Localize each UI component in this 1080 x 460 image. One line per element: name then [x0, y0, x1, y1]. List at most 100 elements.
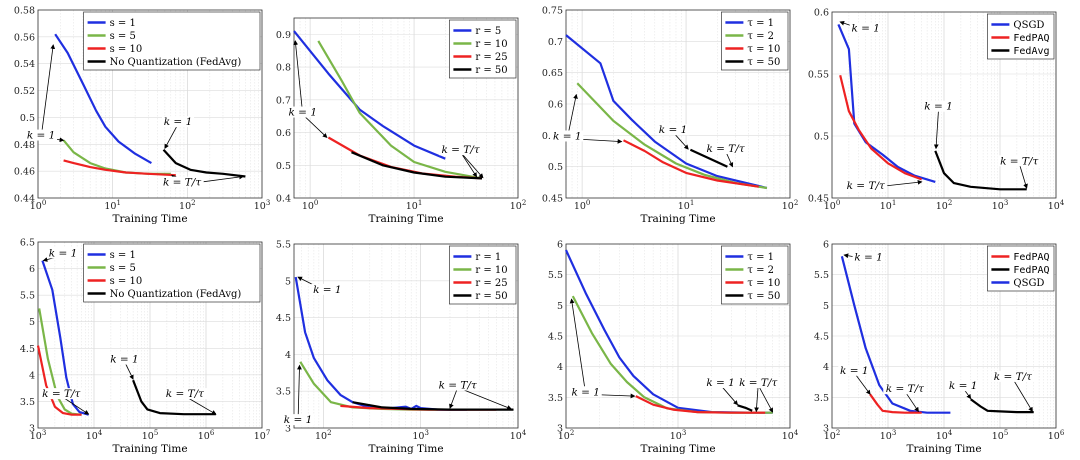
annotation-bg [922, 100, 955, 112]
annotation-bg [47, 247, 80, 259]
plot-frame [37, 9, 263, 199]
legend-label: s = 1 [110, 250, 136, 261]
annotation-label: k = 1 [288, 107, 317, 119]
annotation-bg [39, 388, 83, 400]
x-tick-label: 102 [179, 199, 196, 212]
legend: τ = 1 τ = 2 τ = 10 τ = 50 [721, 245, 789, 305]
x-tick-label: 105 [992, 429, 1009, 442]
annotation-label: k = 1 [553, 130, 582, 142]
annotation-label: k = T/τ [42, 388, 80, 400]
annotation-bg [282, 414, 315, 426]
y-tick-label: 4.5 [814, 332, 829, 343]
annotation-arrow [754, 385, 759, 413]
annotation-bg [311, 283, 344, 295]
y-tick-label: 0.7 [548, 37, 563, 48]
y-tick-label: 3.5 [548, 393, 563, 404]
series-line [36, 345, 82, 416]
plot-frame [565, 9, 791, 199]
panel-p4: 0.45 0.5 0.55 0.6 100 101 102 103 104 k = 1 k = 1 k… [808, 8, 1065, 213]
x-tick-label: 101 [406, 199, 423, 212]
x-tick-label: 103 [670, 429, 687, 442]
annotation-arrow [293, 40, 304, 115]
y-tick-label: 5.5 [20, 291, 35, 302]
x-tick-label: 106 [1048, 429, 1065, 442]
plot-frame [37, 241, 263, 429]
legend-label: τ = 2 [747, 31, 774, 42]
plot-frame [565, 243, 791, 429]
annotation-label: k = T/τ [739, 377, 777, 389]
legend: QSGD FedPAQ FedAvg [987, 13, 1055, 60]
annotation-bg [163, 388, 207, 400]
y-tick-label: 5 [29, 317, 35, 328]
annotation-bg [736, 377, 780, 389]
annotation-bg [108, 353, 141, 365]
series-line [132, 379, 216, 416]
y-tick-label: 5 [823, 301, 829, 312]
annotation-arrow [297, 364, 302, 423]
legend-label: s = 5 [110, 263, 136, 274]
x-tick-label: 103 [880, 429, 897, 442]
x-tick-label: 106 [198, 429, 215, 442]
y-tick-label: 0.44 [14, 194, 35, 205]
annotation-bg [25, 129, 58, 141]
series-line [623, 139, 759, 188]
legend: τ = 1 τ = 2 τ = 10 τ = 50 [721, 11, 789, 71]
x-tick-label: 102 [510, 199, 527, 212]
x-tick-label: 102 [558, 429, 575, 442]
series-line [635, 395, 766, 414]
annotation-bg [704, 377, 737, 389]
annotation-label: k = 1 [313, 284, 342, 296]
annotation-label: k = T/τ [886, 383, 924, 395]
x-tick-label: 104 [936, 429, 953, 442]
annotation-arrow [457, 387, 512, 410]
y-tick-label: 5 [557, 301, 563, 312]
legend-label: τ = 2 [747, 265, 774, 276]
legend: r = 1 r = 10 r = 25 r = 50 [449, 245, 517, 305]
annotation-arrow [302, 114, 328, 139]
y-tick-label: 5.5 [276, 240, 291, 251]
legend-box [83, 243, 261, 303]
annotation-label: k = 1 [851, 23, 880, 35]
panel-p6: 3 3.5 4 4.5 5 5.5 102 103 104 k = 1 k = 1 k = T/τ r … [276, 240, 527, 456]
series-line [54, 33, 152, 165]
legend-label: τ = 10 [747, 278, 780, 289]
panel-p1: 0.44 0.46 0.48 0.5 0.52 0.54 0.56 0.58 100 101 102… [14, 6, 270, 226]
y-tick-label: 0.4 [276, 194, 291, 205]
annotation-label: k = 1 [571, 386, 600, 398]
x-axis-label: Training Time [368, 443, 443, 455]
annotation-label: k = 1 [706, 377, 735, 389]
y-tick-label: 0.75 [542, 6, 563, 17]
annotation-arrow [40, 44, 56, 138]
legend-label: QSGD [1013, 20, 1044, 31]
y-tick-label: 3.5 [276, 387, 291, 398]
legend-label: τ = 1 [747, 18, 774, 29]
y-tick-label: 0.5 [276, 161, 291, 172]
legend-label: No Quantization (FedAvg) [110, 289, 242, 300]
y-tick-label: 0.6 [548, 100, 563, 111]
legend: r = 5 r = 10 r = 25 r = 50 [449, 19, 517, 79]
y-tick-label: 6.5 [20, 238, 35, 249]
annotation-arrow [853, 372, 871, 395]
annotation-bg [160, 176, 204, 188]
x-axis-label: Training Time [640, 443, 715, 455]
legend-label: r = 10 [475, 39, 507, 50]
annotation-bg [438, 144, 483, 156]
legend-label: r = 50 [475, 65, 507, 76]
x-axis-label: Training Time [640, 213, 715, 225]
y-tick-label: 6 [557, 240, 563, 251]
x-tick-label: 101 [880, 199, 897, 212]
legend-label: r = 1 [475, 252, 501, 263]
annotation-bg [286, 106, 319, 118]
x-tick-label: 101 [678, 199, 695, 212]
x-axis-label: Training Time [112, 213, 187, 225]
y-tick-label: 0.45 [808, 194, 829, 205]
x-tick-label: 103 [992, 199, 1009, 212]
x-tick-label: 103 [254, 199, 271, 212]
y-tick-label: 0.58 [14, 6, 35, 17]
series-line [351, 151, 483, 180]
y-tick-label: 0.45 [542, 194, 563, 205]
annotation-label: k = 1 [949, 380, 978, 392]
series-line [317, 40, 483, 180]
annotation-label: k = 1 [164, 116, 193, 128]
